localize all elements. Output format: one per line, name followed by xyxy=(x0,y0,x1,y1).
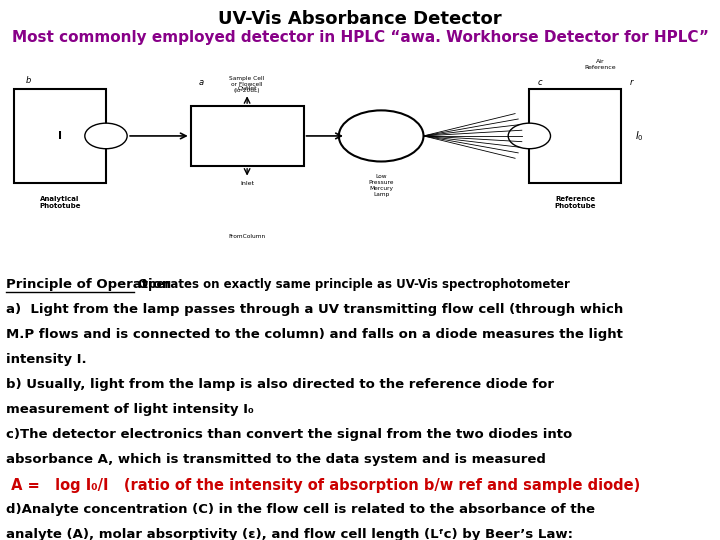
Text: absorbance A, which is transmitted to the data system and is measured: absorbance A, which is transmitted to th… xyxy=(6,453,546,466)
Text: Operates on exactly same principle as UV-Vis spectrophotometer: Operates on exactly same principle as UV… xyxy=(134,278,570,291)
Bar xyxy=(14,89,106,183)
Text: a)  Light from the lamp passes through a UV transmitting flow cell (through whic: a) Light from the lamp passes through a … xyxy=(6,303,624,316)
Text: Most commonly employed detector in HPLC “awa. Workhorse Detector for HPLC”: Most commonly employed detector in HPLC … xyxy=(12,30,708,45)
Text: I: I xyxy=(58,131,62,141)
Text: c)The detector electronics than convert the signal from the two diodes into: c)The detector electronics than convert … xyxy=(6,428,572,441)
Circle shape xyxy=(85,123,127,148)
Text: Inlet: Inlet xyxy=(240,181,254,186)
Bar xyxy=(529,89,621,183)
Circle shape xyxy=(339,110,423,161)
Text: measurement of light intensity I₀: measurement of light intensity I₀ xyxy=(6,403,253,416)
Text: b) Usually, light from the lamp is also directed to the reference diode for: b) Usually, light from the lamp is also … xyxy=(6,378,554,391)
Text: Reference
Phototube: Reference Phototube xyxy=(554,195,596,208)
Text: FromColumn: FromColumn xyxy=(228,234,266,239)
Text: Sample Cell
or Flowcell
(lo-20uL): Sample Cell or Flowcell (lo-20uL) xyxy=(230,76,265,93)
Text: intensity I.: intensity I. xyxy=(6,353,86,366)
Text: Outlet: Outlet xyxy=(238,86,257,91)
Text: Analytical
Phototube: Analytical Phototube xyxy=(40,195,81,208)
Text: A =   log I₀/I   (ratio of the intensity of absorption b/w ref and sample diode): A = log I₀/I (ratio of the intensity of … xyxy=(6,478,640,493)
Bar xyxy=(191,106,304,166)
Text: Air
Reference: Air Reference xyxy=(584,59,616,70)
Text: analyte (A), molar absorptivity (ε), and flow cell length (Lᶠc) by Beer’s Law:: analyte (A), molar absorptivity (ε), and… xyxy=(6,528,573,540)
Text: b: b xyxy=(26,76,31,85)
Text: Principle of Operation: Principle of Operation xyxy=(6,278,171,291)
Circle shape xyxy=(508,123,551,148)
Text: r: r xyxy=(630,78,634,87)
Text: a: a xyxy=(199,78,204,87)
Text: UV-Vis Absorbance Detector: UV-Vis Absorbance Detector xyxy=(218,10,502,28)
Text: Low
Pressure
Mercury
Lamp: Low Pressure Mercury Lamp xyxy=(369,174,394,197)
Text: d)Analyte concentration (C) in the flow cell is related to the absorbance of the: d)Analyte concentration (C) in the flow … xyxy=(6,503,595,516)
Text: c: c xyxy=(538,78,542,87)
Text: $I_0$: $I_0$ xyxy=(635,129,644,143)
Text: M.P flows and is connected to the column) and falls on a diode measures the ligh: M.P flows and is connected to the column… xyxy=(6,328,623,341)
